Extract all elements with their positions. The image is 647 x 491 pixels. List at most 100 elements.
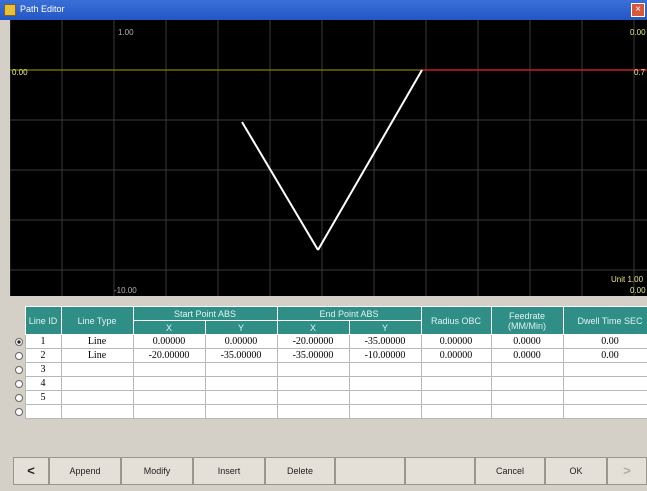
app-icon xyxy=(4,4,16,16)
start-y-cell[interactable] xyxy=(204,404,278,419)
ok-button[interactable]: OK xyxy=(545,457,607,485)
end-x-cell[interactable] xyxy=(276,404,350,419)
start-y-cell[interactable] xyxy=(204,376,278,391)
dwell-cell[interactable] xyxy=(562,390,647,405)
line-type-cell[interactable] xyxy=(60,362,134,377)
dwell-cell[interactable]: 0.00 xyxy=(562,348,647,363)
header-end-x: X xyxy=(276,320,350,335)
row-select-radio[interactable] xyxy=(13,376,25,391)
feedrate-cell[interactable] xyxy=(490,404,564,419)
row-select-radio[interactable] xyxy=(13,404,25,419)
path-segment-2 xyxy=(317,69,423,251)
feedrate-cell[interactable] xyxy=(490,390,564,405)
dwell-cell[interactable] xyxy=(562,404,647,419)
blank-button-2[interactable] xyxy=(405,457,475,485)
line-type-cell[interactable]: Line xyxy=(60,348,134,363)
table-row[interactable]: 5 xyxy=(13,390,647,405)
start-x-cell[interactable] xyxy=(132,404,206,419)
dwell-cell[interactable] xyxy=(562,376,647,391)
cancel-button[interactable]: Cancel xyxy=(475,457,545,485)
radio-icon[interactable] xyxy=(15,337,23,346)
line-id-cell[interactable]: 4 xyxy=(24,376,62,391)
start-x-cell[interactable] xyxy=(132,390,206,405)
line-type-cell[interactable] xyxy=(60,390,134,405)
append-button[interactable]: Append xyxy=(49,457,121,485)
feedrate-cell[interactable]: 0.0000 xyxy=(490,348,564,363)
line-id-cell[interactable] xyxy=(24,404,62,419)
header-end-y: Y xyxy=(348,320,422,335)
start-x-cell[interactable]: -20.00000 xyxy=(132,348,206,363)
blank-button-1[interactable] xyxy=(335,457,405,485)
end-x-cell[interactable] xyxy=(276,362,350,377)
next-button[interactable]: > xyxy=(607,457,647,485)
radio-icon[interactable] xyxy=(15,351,23,360)
start-x-cell[interactable] xyxy=(132,376,206,391)
end-x-cell[interactable] xyxy=(276,376,350,391)
table-row[interactable]: 4 xyxy=(13,376,647,391)
table-row[interactable]: 3 xyxy=(13,362,647,377)
row-select-radio[interactable] xyxy=(13,334,25,349)
line-id-cell[interactable]: 1 xyxy=(24,334,62,349)
table-row[interactable]: 2 Line -20.00000 -35.00000 -35.00000 -10.0000… xyxy=(13,348,647,363)
path-preview-plot: 1.00 0.00 0.00 0.7 -10.00 Unit 1.00 0.00 xyxy=(10,20,647,296)
start-y-cell[interactable]: 0.00000 xyxy=(204,334,278,349)
end-y-cell[interactable]: -35.00000 xyxy=(348,334,422,349)
dwell-cell[interactable] xyxy=(562,362,647,377)
line-table: Line ID Line Type Start Point ABS End Po… xyxy=(13,306,647,419)
radius-cell[interactable] xyxy=(420,390,492,405)
feedrate-cell[interactable]: 0.0000 xyxy=(490,334,564,349)
close-icon[interactable]: × xyxy=(631,3,645,17)
radius-cell[interactable] xyxy=(420,376,492,391)
radio-icon[interactable] xyxy=(15,393,23,402)
radius-cell[interactable] xyxy=(420,404,492,419)
feedrate-cell[interactable] xyxy=(490,362,564,377)
line-id-cell[interactable]: 2 xyxy=(24,348,62,363)
prev-button[interactable]: < xyxy=(13,457,49,485)
window-title: Path Editor xyxy=(20,4,65,14)
table-row[interactable]: 1 Line 0.00000 0.00000 -20.00000 -35.00000 0.0… xyxy=(13,334,647,349)
modify-button[interactable]: Modify xyxy=(121,457,193,485)
end-y-cell[interactable] xyxy=(348,404,422,419)
start-x-cell[interactable] xyxy=(132,362,206,377)
radius-cell[interactable]: 0.00000 xyxy=(420,348,492,363)
line-type-cell[interactable] xyxy=(60,404,134,419)
row-select-radio[interactable] xyxy=(13,362,25,377)
line-id-cell[interactable]: 5 xyxy=(24,390,62,405)
start-x-cell[interactable]: 0.00000 xyxy=(132,334,206,349)
end-y-cell[interactable] xyxy=(348,376,422,391)
radio-icon[interactable] xyxy=(15,407,23,416)
start-y-cell[interactable] xyxy=(204,362,278,377)
feedrate-cell[interactable] xyxy=(490,376,564,391)
start-y-cell[interactable] xyxy=(204,390,278,405)
start-y-cell[interactable]: -35.00000 xyxy=(204,348,278,363)
end-x-cell[interactable]: -35.00000 xyxy=(276,348,350,363)
header-line-id: Line ID xyxy=(24,306,62,335)
radius-cell[interactable] xyxy=(420,362,492,377)
label-left-mid: 0.00 xyxy=(12,68,28,77)
end-x-cell[interactable] xyxy=(276,390,350,405)
radio-icon[interactable] xyxy=(15,379,23,388)
dwell-cell[interactable]: 0.00 xyxy=(562,334,647,349)
line-type-cell[interactable]: Line xyxy=(60,334,134,349)
title-bar: Path Editor × xyxy=(0,0,647,20)
label-top-right: 0.00 xyxy=(630,28,646,37)
end-x-cell[interactable]: -20.00000 xyxy=(276,334,350,349)
end-y-cell[interactable] xyxy=(348,362,422,377)
line-id-cell[interactable]: 3 xyxy=(24,362,62,377)
row-select-radio[interactable] xyxy=(13,348,25,363)
radius-cell[interactable]: 0.00000 xyxy=(420,334,492,349)
end-y-cell[interactable] xyxy=(348,390,422,405)
header-line-type: Line Type xyxy=(60,306,134,335)
header-start-x: X xyxy=(132,320,206,335)
end-y-cell[interactable]: -10.00000 xyxy=(348,348,422,363)
radio-icon[interactable] xyxy=(15,365,23,374)
header-feedrate: Feedrate (MM/Min) xyxy=(490,306,564,335)
line-type-cell[interactable] xyxy=(60,376,134,391)
insert-button[interactable]: Insert xyxy=(193,457,265,485)
delete-button[interactable]: Delete xyxy=(265,457,335,485)
label-top-center: 1.00 xyxy=(118,28,134,37)
label-unit: Unit 1.00 xyxy=(611,275,644,284)
row-select-radio[interactable] xyxy=(13,390,25,405)
label-bottom-center: -10.00 xyxy=(114,286,137,295)
table-row[interactable] xyxy=(13,404,647,419)
